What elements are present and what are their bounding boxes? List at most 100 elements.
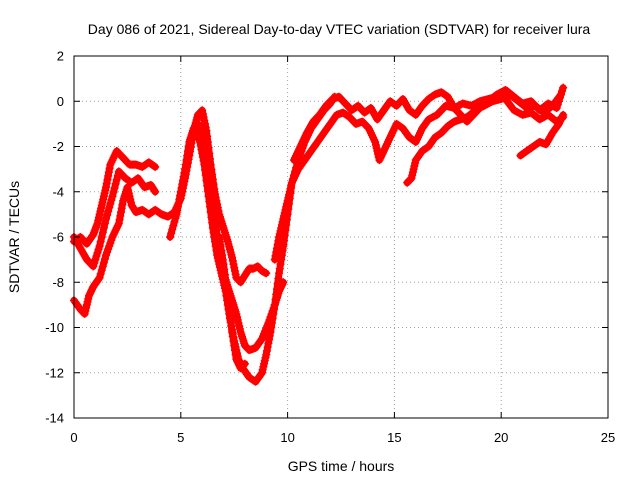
data-point-marker — [107, 196, 116, 205]
data-point-marker — [151, 162, 160, 171]
data-point-marker — [176, 191, 185, 200]
data-point-marker — [217, 246, 226, 255]
data-point-marker — [174, 199, 183, 208]
data-point-marker — [263, 343, 272, 352]
data-point-marker — [223, 286, 232, 295]
data-point-marker — [240, 360, 249, 369]
data-point-marker — [205, 197, 214, 206]
data-point-marker — [150, 186, 159, 195]
data-point-marker — [98, 228, 107, 237]
data-point-marker — [91, 225, 100, 234]
data-point-marker — [559, 110, 568, 119]
data-point-marker — [96, 269, 105, 278]
data-point-marker — [267, 318, 276, 327]
data-point-marker — [94, 245, 103, 254]
data-point-marker — [230, 263, 239, 272]
data-point-marker — [207, 213, 216, 222]
data-point-marker — [102, 179, 111, 188]
data-point-marker — [173, 206, 182, 215]
data-point-marker — [181, 165, 190, 174]
data-point-marker — [268, 314, 277, 323]
data-point-marker — [205, 202, 214, 211]
data-point-marker — [271, 295, 280, 304]
data-point-marker — [171, 214, 180, 223]
data-point-marker — [109, 188, 118, 197]
data-point-marker — [178, 180, 187, 189]
data-point-marker — [229, 337, 238, 346]
data-point-marker — [90, 226, 99, 235]
data-point-marker — [150, 162, 159, 171]
y-tick-label: -2 — [52, 139, 64, 154]
data-point-marker — [151, 187, 160, 196]
data-point-marker — [406, 175, 415, 184]
data-point-marker — [218, 251, 227, 260]
data-point-marker — [108, 192, 117, 201]
data-point-marker — [228, 253, 237, 262]
data-point-marker — [208, 223, 217, 232]
data-point-marker — [111, 179, 120, 188]
data-point-marker — [91, 255, 100, 264]
data-point-marker — [203, 181, 212, 190]
x-tick-label: 20 — [494, 430, 508, 445]
data-point-marker — [206, 208, 215, 217]
x-tick-label: 25 — [601, 430, 615, 445]
data-point-marker — [104, 168, 113, 177]
data-point-marker — [116, 208, 125, 217]
data-point-marker — [220, 270, 229, 279]
data-point-marker — [100, 254, 109, 263]
data-point-marker — [406, 174, 415, 183]
series-2 — [70, 167, 160, 271]
data-point-marker — [228, 256, 237, 265]
data-point-marker — [172, 210, 181, 219]
data-point-marker — [256, 336, 265, 345]
data-point-marker — [230, 346, 239, 355]
series-markers — [215, 233, 249, 373]
data-point-marker — [228, 332, 237, 341]
data-point-marker — [103, 175, 112, 184]
data-point-marker — [114, 219, 123, 228]
series-6 — [215, 233, 249, 373]
data-point-marker — [110, 183, 119, 192]
data-point-marker — [270, 305, 279, 314]
data-point-marker — [117, 204, 126, 213]
data-point-marker — [208, 218, 217, 227]
data-point-marker — [181, 160, 190, 169]
data-point-marker — [90, 259, 99, 268]
data-point-marker — [262, 346, 271, 355]
data-point-marker — [168, 225, 177, 234]
x-axis-label: GPS time / hours — [288, 458, 395, 474]
data-point-marker — [225, 303, 234, 312]
data-point-marker — [215, 237, 224, 246]
series-markers — [290, 83, 568, 165]
data-point-marker — [99, 223, 108, 232]
axis-ticks — [73, 55, 609, 419]
data-point-marker — [274, 274, 283, 283]
x-tick-labels: 0 5 10 15 20 25 — [70, 430, 615, 445]
data-point-marker — [215, 233, 224, 241]
data-point-marker — [558, 112, 567, 121]
data-point-marker — [557, 90, 566, 99]
data-point-marker — [175, 195, 184, 204]
x-tick-label: 0 — [70, 430, 77, 445]
data-point-marker — [115, 215, 124, 224]
data-point-marker — [229, 260, 238, 269]
data-point-marker — [96, 237, 105, 246]
chart-title: Day 086 of 2021, Sidereal Day-to-day VTE… — [88, 21, 591, 37]
data-point-marker — [196, 137, 205, 146]
data-point-marker — [198, 153, 207, 162]
x-tick-label: 15 — [387, 430, 401, 445]
series-9 — [403, 90, 566, 187]
data-point-marker — [94, 275, 103, 284]
data-point-marker — [555, 92, 564, 101]
data-point-marker — [265, 331, 274, 340]
series-10 — [516, 110, 568, 160]
data-point-marker — [272, 285, 281, 294]
data-point-marker — [198, 109, 207, 118]
data-point-marker — [196, 141, 205, 150]
data-point-marker — [220, 265, 229, 274]
data-point-marker — [102, 183, 111, 192]
data-point-marker — [112, 175, 121, 184]
data-point-marker — [256, 370, 265, 379]
data-point-marker — [204, 192, 213, 201]
data-point-marker — [262, 350, 271, 359]
